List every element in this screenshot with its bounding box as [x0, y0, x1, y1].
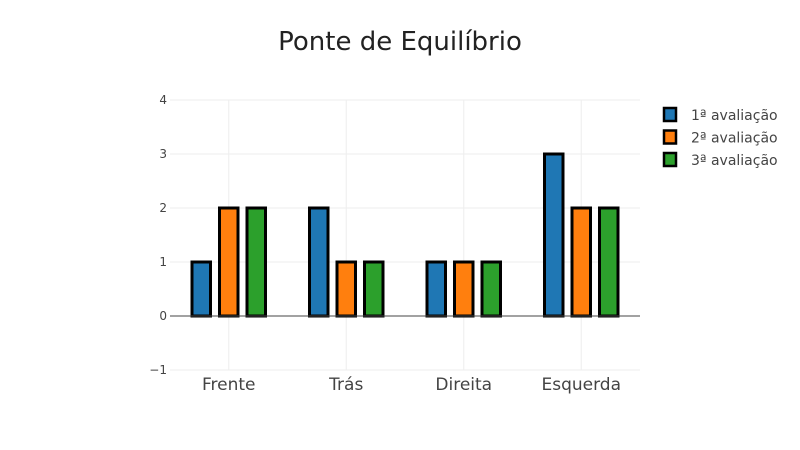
- x-tick-label: Trás: [328, 375, 363, 395]
- chart-title: Ponte de Equilíbrio: [278, 27, 522, 57]
- legend-swatch[interactable]: [662, 151, 678, 168]
- bar[interactable]: [190, 260, 212, 318]
- grid-layer: [170, 99, 640, 371]
- x-tick-label: Esquerda: [541, 375, 621, 395]
- x-tick-label: Frente: [202, 375, 256, 395]
- legend-label[interactable]: 1ª avaliação: [691, 108, 778, 124]
- legend-swatch[interactable]: [662, 106, 678, 123]
- legend[interactable]: 1ª avaliação 2ª avaliação 3ª avaliação: [662, 106, 778, 169]
- bar-layer: [190, 152, 620, 318]
- x-tick-label: Direita: [435, 375, 492, 395]
- bar[interactable]: [480, 260, 502, 318]
- legend-swatch[interactable]: [662, 129, 678, 145]
- bar[interactable]: [363, 260, 385, 318]
- bar[interactable]: [570, 206, 592, 318]
- bar[interactable]: [308, 206, 330, 318]
- y-tick-label: 2: [159, 201, 167, 215]
- bar[interactable]: [218, 206, 240, 318]
- bar[interactable]: [245, 206, 267, 318]
- bar[interactable]: [543, 152, 565, 318]
- bar[interactable]: [453, 260, 475, 318]
- y-tick-label: 3: [159, 147, 167, 161]
- axis-layer: −1 0 1 2 3 4 Frente Trás Direita Esquerda: [149, 93, 640, 395]
- y-tick-label: 4: [159, 93, 167, 107]
- bar[interactable]: [425, 260, 447, 318]
- y-tick-label: 0: [159, 309, 167, 323]
- bar[interactable]: [598, 206, 620, 318]
- legend-label[interactable]: 2ª avaliação: [691, 131, 778, 147]
- y-tick-label: 1: [159, 255, 167, 269]
- bar[interactable]: [335, 260, 357, 318]
- y-tick-label: −1: [149, 363, 167, 377]
- legend-label[interactable]: 3ª avaliação: [691, 153, 778, 169]
